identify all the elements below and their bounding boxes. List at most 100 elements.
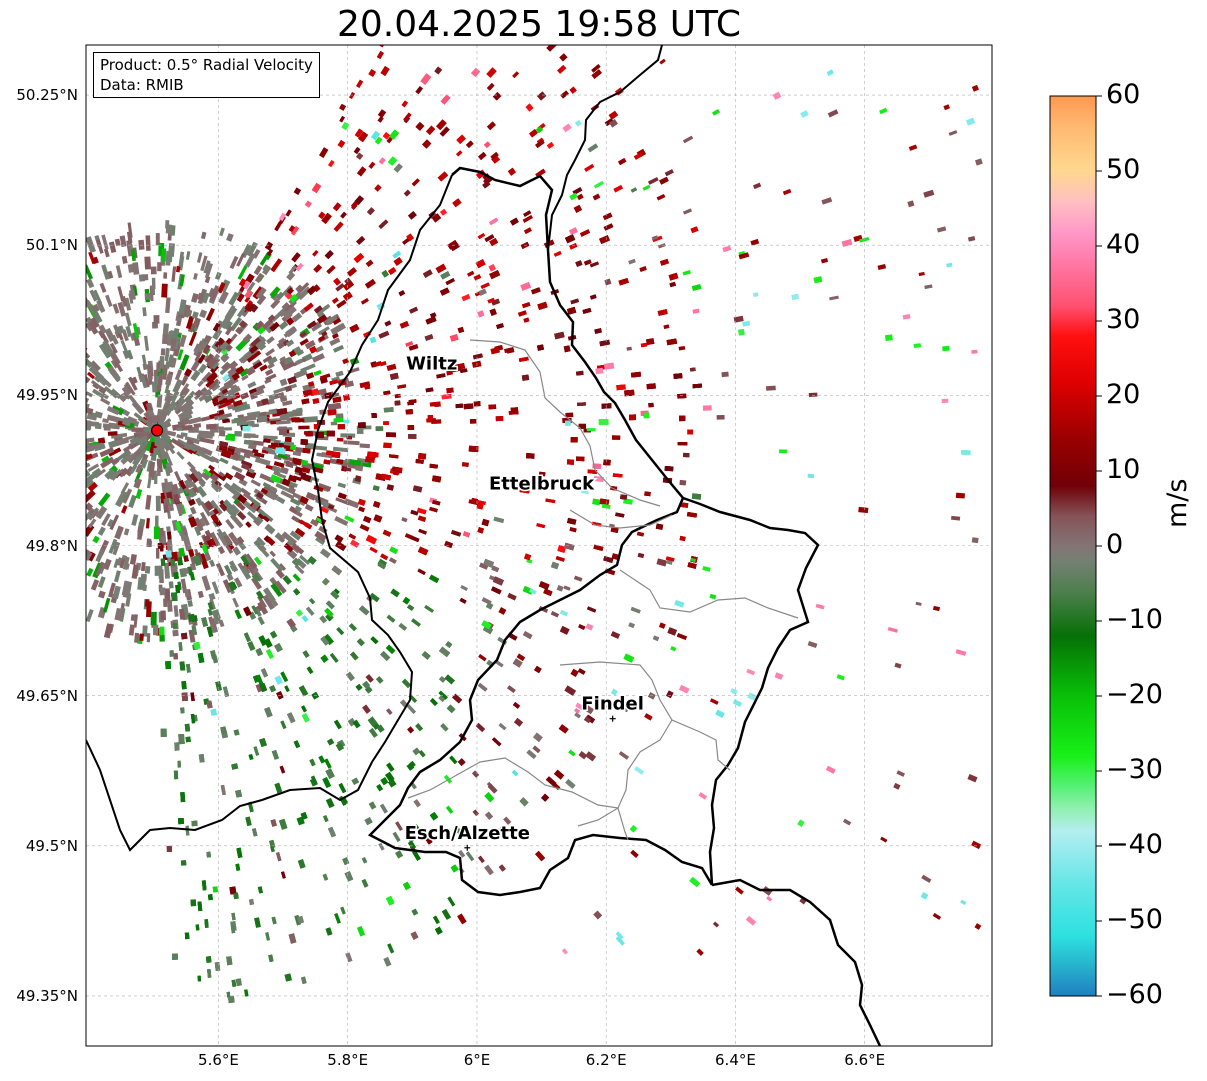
echo-gate — [330, 590, 340, 600]
echo-gate — [174, 470, 182, 482]
echo-gate — [398, 290, 406, 297]
echo-gate — [249, 243, 257, 252]
echo-gate — [193, 444, 207, 453]
echo-gate — [251, 572, 261, 583]
echo-gate — [473, 274, 482, 281]
echo-gate — [241, 308, 250, 318]
echo-gate — [336, 627, 345, 636]
echo-gate — [386, 762, 395, 772]
echo-gate — [211, 484, 220, 493]
echo-gate — [251, 576, 262, 590]
echo-gate — [42, 512, 50, 519]
echo-gate — [125, 581, 133, 597]
echo-gate — [220, 726, 227, 735]
echo-gate — [270, 819, 277, 827]
echo-gate — [165, 360, 171, 369]
echo-gate — [60, 524, 71, 535]
echo-gate — [210, 479, 218, 487]
echo-gate — [0, 356, 3, 364]
echo-gate — [511, 769, 519, 777]
echo-gate — [164, 467, 171, 477]
echo-gate — [262, 594, 275, 611]
echo-gate — [32, 420, 47, 424]
echo-gate — [683, 452, 690, 458]
echo-gate — [486, 83, 495, 91]
echo-gate — [259, 473, 272, 482]
echo-gate — [367, 716, 378, 727]
echo-gate — [333, 417, 344, 423]
echo-gate — [220, 784, 226, 796]
echo-gate — [377, 561, 387, 570]
echo-gate — [238, 278, 247, 287]
echo-gate — [261, 398, 269, 406]
echo-gate — [295, 358, 303, 365]
echo-gate — [525, 103, 534, 112]
echo-gate — [269, 685, 277, 693]
echo-gate — [86, 236, 96, 254]
echo-gate — [228, 445, 237, 451]
echo-gate — [385, 771, 395, 783]
echo-gate — [276, 496, 286, 505]
echo-gate — [362, 680, 370, 689]
echo-gate — [89, 442, 104, 451]
echo-gate — [278, 212, 287, 222]
echo-gate — [325, 600, 335, 610]
echo-gate — [383, 390, 391, 396]
echo-gate — [252, 518, 261, 527]
echo-gate — [335, 413, 344, 420]
echo-gate — [460, 585, 468, 591]
echo-gate — [282, 305, 297, 320]
echo-gate — [130, 249, 136, 262]
echo-gate — [144, 293, 151, 300]
echo-gate — [17, 460, 26, 468]
echo-gate — [680, 502, 689, 508]
echo-gate — [95, 548, 105, 563]
echo-gate — [86, 419, 92, 424]
echo-gate — [408, 211, 417, 220]
echo-gate — [531, 287, 541, 295]
echo-gate — [386, 708, 393, 715]
echo-gate — [376, 784, 383, 792]
echo-gate — [666, 690, 674, 699]
echo-gate — [257, 513, 265, 520]
echo-gate — [110, 457, 120, 466]
echo-gate — [188, 613, 196, 622]
echo-gate — [131, 564, 139, 579]
echo-gate — [218, 619, 225, 628]
echo-gate — [137, 432, 149, 439]
echo-gate — [378, 219, 389, 229]
echo-gate — [288, 265, 298, 275]
echo-gate — [281, 531, 298, 546]
echo-gate — [285, 292, 293, 300]
echo-gate — [94, 422, 102, 430]
echo-gate — [575, 370, 584, 376]
echo-gate — [522, 215, 533, 223]
echo-gate — [86, 502, 94, 511]
echo-gate — [274, 782, 283, 794]
echo-gate — [173, 770, 179, 780]
echo-gate — [216, 531, 229, 547]
echo-gate — [234, 417, 242, 424]
echo-gate — [215, 484, 223, 492]
echo-gate — [184, 723, 191, 732]
echo-gate — [275, 568, 285, 579]
echo-gate — [256, 294, 267, 306]
echo-gate — [34, 317, 47, 330]
echo-gate — [306, 666, 314, 674]
echo-gate — [465, 851, 475, 862]
echo-gate — [577, 402, 586, 407]
echo-gate — [286, 548, 298, 560]
echo-gate — [301, 398, 310, 405]
echo-gate — [486, 121, 496, 131]
echo-gate — [309, 758, 316, 767]
echo-gate — [350, 651, 359, 661]
echo-gate — [178, 642, 183, 651]
echo-gate — [253, 265, 263, 276]
echo-gate — [236, 253, 246, 267]
echo-gate — [142, 274, 149, 281]
echo-gate — [486, 67, 497, 78]
echo-gate — [170, 390, 180, 403]
echo-gate — [565, 412, 574, 418]
echo-gate — [270, 845, 275, 853]
echo-gate — [10, 566, 20, 576]
